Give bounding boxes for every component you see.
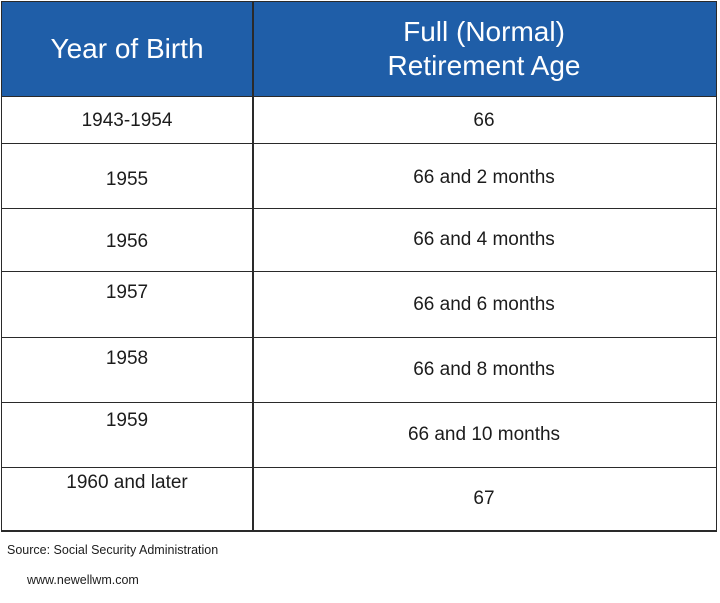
table-row: 1958 66 and 8 months (2, 338, 716, 403)
header-retirement-age-line2: Retirement Age (387, 50, 581, 81)
website-link[interactable]: www.newellwm.com (27, 573, 139, 587)
table-row: 1943-1954 66 (2, 97, 716, 144)
table-header: Year of Birth Full (Normal) Retirement A… (2, 2, 716, 97)
age-cell: 66 (473, 110, 495, 131)
age-cell: 66 and 8 months (413, 359, 555, 380)
column-divider (252, 2, 254, 531)
header-retirement-age: Full (Normal) Retirement Age (252, 2, 716, 96)
header-year-of-birth: Year of Birth (50, 33, 204, 64)
source-note: Source: Social Security Administration (7, 543, 219, 557)
year-cell: 1955 (105, 169, 149, 190)
age-cell: 66 and 2 months (413, 167, 555, 188)
year-cell: 1943-1954 (81, 110, 173, 131)
table-row: 1955 66 and 2 months (2, 144, 716, 209)
age-cell: 67 (473, 488, 495, 509)
age-cell: 66 and 6 months (413, 294, 555, 315)
age-cell: 66 and 4 months (413, 229, 555, 250)
year-cell: 1958 (105, 348, 149, 369)
year-cell: 1957 (105, 282, 149, 303)
table-row: 1959 66 and 10 months (2, 403, 716, 468)
table-row: 1957 66 and 6 months (2, 272, 716, 338)
table-row: 1956 66 and 4 months (2, 209, 716, 272)
table-row: 1960 and later 67 (2, 468, 716, 531)
year-cell: 1959 (105, 410, 149, 431)
header-retirement-age-line1: Full (Normal) (403, 16, 565, 47)
retirement-age-table: Year of Birth Full (Normal) Retirement A… (1, 1, 717, 532)
year-cell: 1960 and later (66, 472, 188, 493)
year-cell: 1956 (105, 231, 149, 252)
age-cell: 66 and 10 months (407, 424, 561, 445)
